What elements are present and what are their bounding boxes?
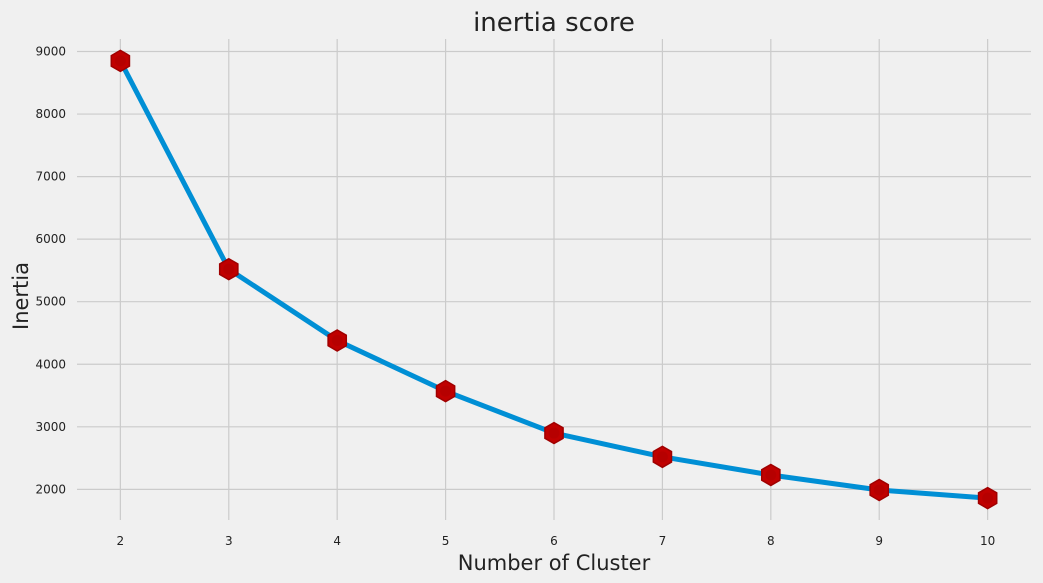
y-tick-label-0: 2000 [35,482,66,496]
data-point-7 [869,478,890,502]
data-point-center-2 [331,334,343,346]
data-point-1 [218,257,239,281]
data-point-center-0 [114,55,126,67]
x-tick-label-5: 7 [659,534,667,548]
data-point-center-8 [982,492,994,504]
data-point-8 [977,486,998,510]
x-tick-label-8: 10 [980,534,995,548]
data-point-3 [435,379,456,403]
data-point-center-7 [873,484,885,496]
y-tick-label-5: 7000 [35,170,66,184]
tick-label-layer: 2 3 4 5 6 7 8 9 10 2000 3000 4000 5000 6000 7000 8000 90… [35,45,995,548]
y-tick-label-1: 3000 [35,420,66,434]
y-tick-label-7: 9000 [35,45,66,59]
chart-title: inertia score [473,8,635,38]
x-tick-label-1: 3 [225,534,233,548]
data-point-5 [652,445,673,469]
data-point-2 [327,329,348,352]
x-tick-label-0: 2 [117,534,125,548]
y-axis-label: Inertia [9,262,33,330]
x-axis-label: Number of Cluster [458,551,651,575]
data-point-center-1 [223,263,235,275]
marker-layer [110,49,998,510]
data-point-0 [110,49,131,73]
data-point-4 [544,421,564,445]
y-tick-label-3: 5000 [35,295,66,309]
y-tick-label-2: 4000 [35,357,66,371]
data-point-center-6 [765,469,777,481]
data-point-6 [760,463,781,487]
data-point-center-4 [548,427,560,439]
y-tick-label-6: 8000 [35,107,66,121]
x-tick-label-3: 5 [442,534,450,548]
y-tick-label-4: 6000 [35,232,66,246]
data-point-center-3 [440,385,452,397]
data-point-center-5 [656,451,668,463]
x-tick-label-6: 8 [767,534,775,548]
x-tick-label-4: 6 [550,534,558,548]
x-tick-label-2: 4 [333,534,341,548]
x-tick-label-7: 9 [875,534,883,548]
